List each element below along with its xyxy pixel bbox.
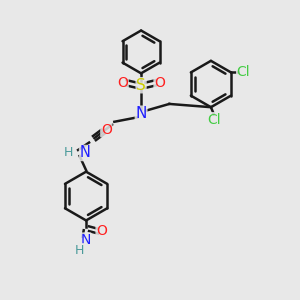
Text: O: O: [101, 123, 112, 137]
Text: O: O: [117, 76, 128, 90]
Text: S: S: [136, 78, 146, 93]
Text: H: H: [74, 244, 84, 257]
Text: Cl: Cl: [207, 113, 221, 127]
Text: H: H: [63, 146, 73, 159]
Text: N: N: [135, 106, 147, 121]
Text: N: N: [80, 146, 90, 160]
Text: N: N: [80, 233, 91, 247]
Text: Cl: Cl: [237, 65, 250, 80]
Text: O: O: [154, 76, 165, 90]
Text: O: O: [96, 224, 107, 238]
